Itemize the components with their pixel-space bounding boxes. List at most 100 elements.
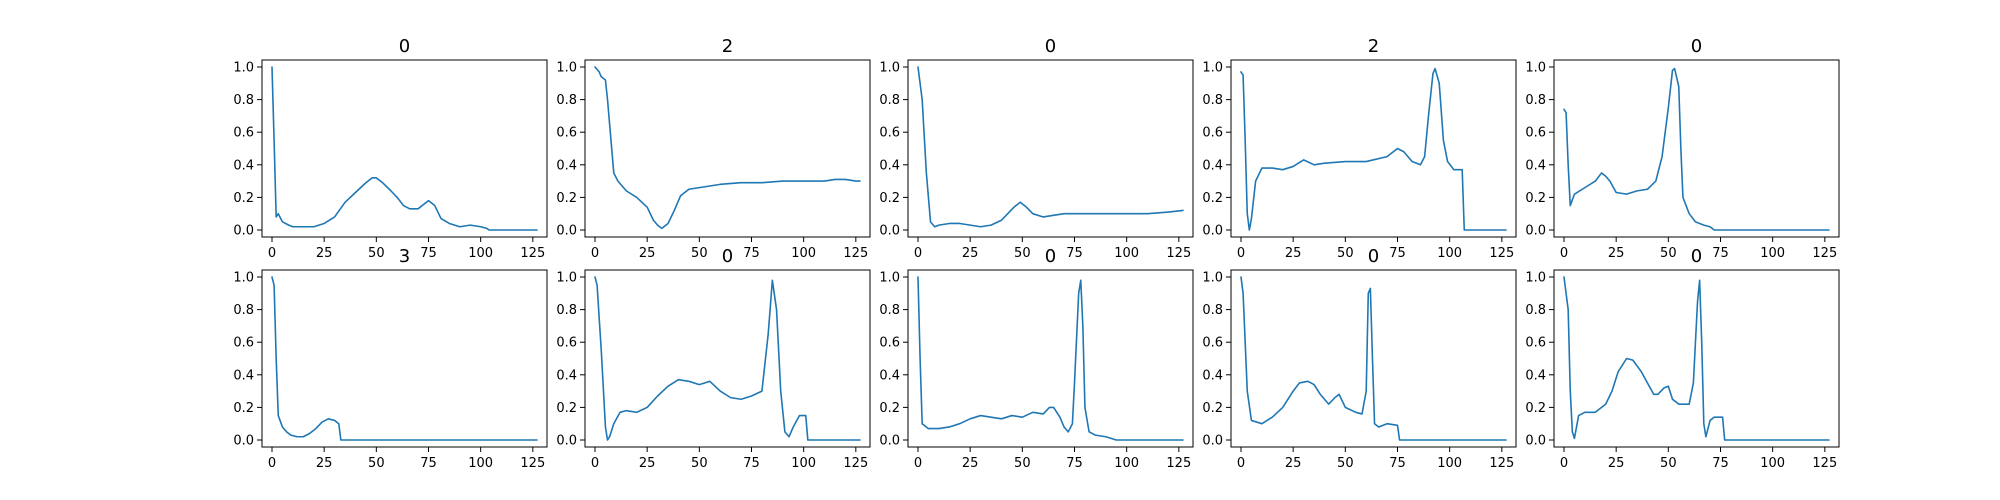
- y-tick-label: 0.6: [1525, 126, 1546, 141]
- y-tick-label: 0.4: [879, 368, 900, 383]
- y-tick-label: 0.8: [879, 303, 900, 318]
- x-tick-label: 75: [1712, 456, 1729, 471]
- x-tick-label: 25: [1285, 246, 1302, 261]
- x-tick-label: 50: [1014, 456, 1031, 471]
- subplot-title: 0: [1368, 246, 1379, 267]
- subplot-4: 0.0 0.2 0.4 0.6 0.8 1.0 0 25 50 75 100 125 2: [1202, 36, 1517, 261]
- x-tick-label: 25: [1608, 456, 1625, 471]
- y-tick-label: 0.0: [879, 224, 900, 239]
- x-tick-label: 25: [1608, 246, 1625, 261]
- x-tick-label: 0: [914, 246, 922, 261]
- subplot-title: 3: [399, 246, 410, 267]
- x-tick-label: 125: [520, 456, 545, 471]
- y-tick-label: 0.6: [556, 336, 577, 351]
- y-tick-label: 0.8: [1525, 303, 1546, 318]
- x-tick-label: 100: [1437, 246, 1462, 261]
- series-line: [594, 66, 861, 230]
- x-tick-label: 125: [1812, 246, 1837, 261]
- axes-frame: [1230, 269, 1517, 448]
- subplot-title: 0: [1691, 36, 1702, 57]
- y-tick-label: 0.0: [1525, 434, 1546, 449]
- y-tick-label: 0.4: [1202, 368, 1223, 383]
- y-tick-label: 1.0: [1525, 271, 1546, 286]
- x-tick-label: 75: [1066, 246, 1083, 261]
- x-tick-label: 0: [914, 456, 922, 471]
- x-tick-label: 50: [1337, 246, 1354, 261]
- y-tick-label: 0.4: [1525, 158, 1546, 173]
- y-tick-label: 0.0: [233, 434, 254, 449]
- y-tick-label: 0.0: [879, 434, 900, 449]
- y-tick-label: 0.4: [233, 368, 254, 383]
- y-tick-label: 0.0: [556, 434, 577, 449]
- y-tick-label: 0.8: [556, 303, 577, 318]
- y-tick-label: 0.2: [556, 401, 577, 416]
- y-tick-label: 0.4: [879, 158, 900, 173]
- y-tick-label: 0.8: [1525, 93, 1546, 108]
- y-tick-label: 0.2: [879, 401, 900, 416]
- y-tick-label: 0.8: [233, 303, 254, 318]
- x-tick-label: 0: [268, 246, 276, 261]
- axes-frame: [1553, 269, 1840, 448]
- x-tick-label: 0: [591, 246, 599, 261]
- subplot-title: 2: [722, 36, 733, 57]
- subplot-5: 0.0 0.2 0.4 0.6 0.8 1.0 0 25 50 75 100 125 0: [1525, 36, 1840, 261]
- y-tick-label: 1.0: [233, 61, 254, 76]
- x-tick-label: 50: [1337, 456, 1354, 471]
- axes-frame: [261, 269, 548, 448]
- x-tick-label: 125: [843, 246, 868, 261]
- subplot-10: 0.0 0.2 0.4 0.6 0.8 1.0 0 25 50 75 100 125 0: [1525, 246, 1840, 471]
- x-tick-label: 0: [268, 456, 276, 471]
- axes-frame: [584, 59, 871, 238]
- x-tick-label: 25: [1285, 456, 1302, 471]
- y-tick-label: 0.2: [1525, 401, 1546, 416]
- x-tick-label: 125: [520, 246, 545, 261]
- subplot-7: 0.0 0.2 0.4 0.6 0.8 1.0 0 25 50 75 100 125 0: [556, 246, 871, 471]
- subplot-3: 0.0 0.2 0.4 0.6 0.8 1.0 0 25 50 75 100 125 0: [879, 36, 1194, 261]
- axes-frame: [1230, 59, 1517, 238]
- subplot-8: 0.0 0.2 0.4 0.6 0.8 1.0 0 25 50 75 100 125 0: [879, 246, 1194, 471]
- x-tick-label: 100: [1114, 246, 1139, 261]
- y-tick-label: 0.8: [879, 93, 900, 108]
- y-tick-label: 0.2: [233, 191, 254, 206]
- subplot-title: 0: [1045, 36, 1056, 57]
- y-tick-label: 1.0: [1525, 61, 1546, 76]
- x-tick-label: 50: [1660, 456, 1677, 471]
- axes-frame: [907, 269, 1194, 448]
- x-tick-label: 75: [1066, 456, 1083, 471]
- series-line: [1240, 67, 1507, 231]
- y-tick-label: 1.0: [879, 61, 900, 76]
- y-tick-label: 0.6: [233, 336, 254, 351]
- x-tick-label: 0: [591, 456, 599, 471]
- x-tick-label: 125: [1489, 456, 1514, 471]
- x-tick-label: 50: [691, 246, 708, 261]
- x-tick-label: 50: [368, 456, 385, 471]
- y-tick-label: 1.0: [556, 61, 577, 76]
- y-tick-label: 0.6: [233, 126, 254, 141]
- x-tick-label: 75: [743, 456, 760, 471]
- x-tick-label: 125: [1166, 456, 1191, 471]
- y-tick-label: 0.6: [556, 126, 577, 141]
- x-tick-label: 100: [468, 456, 493, 471]
- y-tick-label: 0.2: [233, 401, 254, 416]
- x-tick-label: 100: [468, 246, 493, 261]
- x-tick-label: 50: [368, 246, 385, 261]
- axes-frame: [1553, 59, 1840, 238]
- x-tick-label: 0: [1560, 246, 1568, 261]
- series-line: [271, 66, 538, 231]
- x-tick-label: 125: [1489, 246, 1514, 261]
- y-tick-label: 0.6: [1202, 336, 1223, 351]
- y-tick-label: 0.6: [879, 126, 900, 141]
- axes-frame: [907, 59, 1194, 238]
- subplot-title: 0: [722, 246, 733, 267]
- y-tick-label: 0.4: [556, 368, 577, 383]
- y-tick-label: 0.6: [879, 336, 900, 351]
- y-tick-label: 1.0: [1202, 61, 1223, 76]
- y-tick-label: 0.0: [1202, 434, 1223, 449]
- y-tick-label: 0.2: [1525, 191, 1546, 206]
- y-tick-label: 0.8: [1202, 303, 1223, 318]
- x-tick-label: 25: [316, 456, 333, 471]
- x-tick-label: 75: [1389, 246, 1406, 261]
- y-tick-label: 0.6: [1525, 336, 1546, 351]
- x-tick-label: 75: [420, 456, 437, 471]
- y-tick-label: 0.6: [1202, 126, 1223, 141]
